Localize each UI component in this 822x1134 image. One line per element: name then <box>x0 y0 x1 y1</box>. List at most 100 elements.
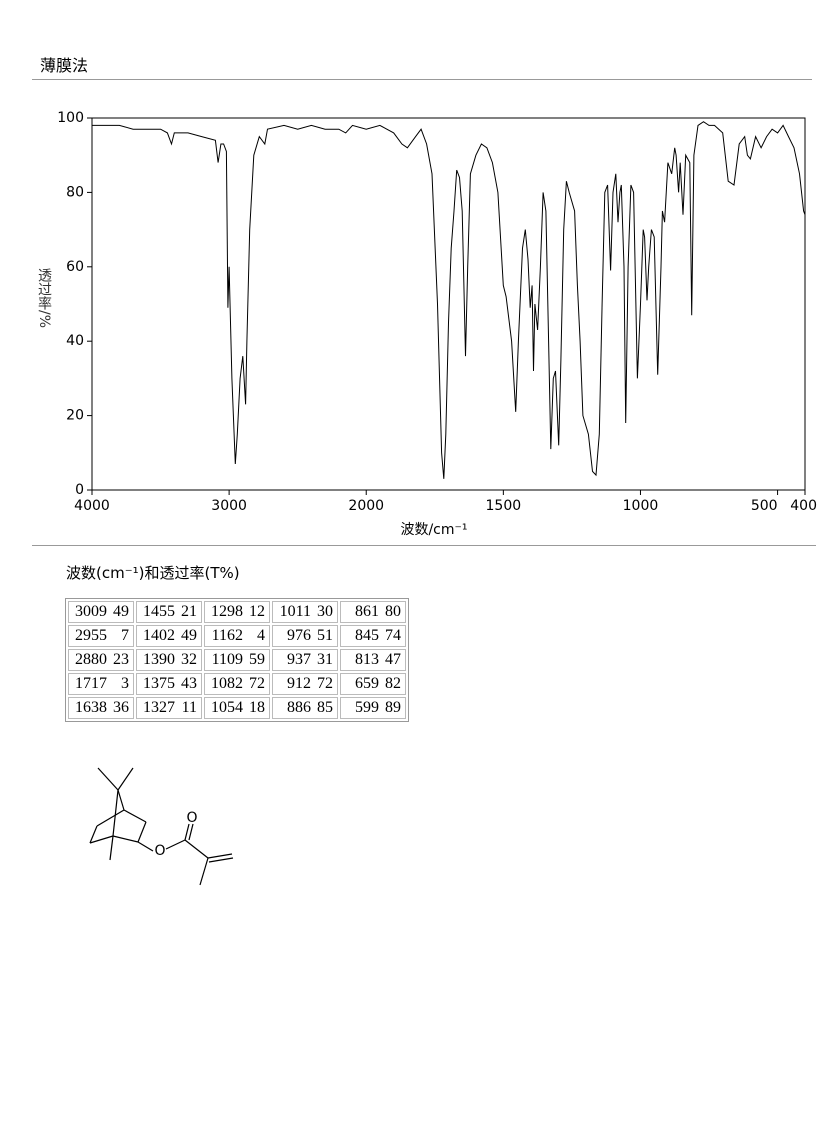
table-row: 2880 23 1390 32 1109 59 937 31 813 47 <box>68 649 406 671</box>
wavenumber: 1402 <box>143 627 175 644</box>
transmittance: 47 <box>385 651 401 668</box>
wavenumber: 1638 <box>75 699 107 716</box>
transmittance: 11 <box>181 699 197 716</box>
wavenumber: 886 <box>287 699 311 716</box>
transmittance: 49 <box>181 627 197 644</box>
structure: O O <box>89 767 234 886</box>
table-caption: 波数(cm⁻¹)和透过率(T%) <box>66 564 240 582</box>
table-cell: 1717 3 <box>68 673 134 695</box>
table-cell: 937 31 <box>272 649 338 671</box>
wavenumber: 1054 <box>211 699 243 716</box>
y-tick-label: 20 <box>66 408 84 424</box>
transmittance: 51 <box>317 627 333 644</box>
wavenumber: 599 <box>355 699 379 716</box>
table-cell: 1082 72 <box>204 673 270 695</box>
wavenumber: 861 <box>355 603 379 620</box>
y-tick-label: 100 <box>57 110 84 126</box>
table-cell: 1402 49 <box>136 625 202 647</box>
wavenumber: 1162 <box>211 627 243 644</box>
transmittance: 49 <box>113 603 129 620</box>
wavenumber: 2955 <box>75 627 107 644</box>
atom-label: O <box>154 843 165 859</box>
table-cell: 1638 36 <box>68 697 134 719</box>
wavenumber: 937 <box>287 651 311 668</box>
table-cell: 659 82 <box>340 673 406 695</box>
wavenumber: 1390 <box>143 651 175 668</box>
table-cell: 886 85 <box>272 697 338 719</box>
plot-frame <box>91 117 806 491</box>
x-axis-label: 波数/cm⁻¹ <box>400 522 467 538</box>
transmittance: 30 <box>317 603 333 620</box>
table-cell: 2880 23 <box>68 649 134 671</box>
table-row: 2955 7 1402 49 1162 4 976 51 845 74 <box>68 625 406 647</box>
table-cell: 845 74 <box>340 625 406 647</box>
transmittance: 43 <box>181 675 197 692</box>
table-cell: 1298 12 <box>204 601 270 623</box>
x-tick-label: 2000 <box>348 498 384 514</box>
transmittance: 21 <box>181 603 197 620</box>
transmittance: 89 <box>385 699 401 716</box>
wavenumber: 1375 <box>143 675 175 692</box>
transmittance: 80 <box>385 603 401 620</box>
table-cell: 1162 4 <box>204 625 270 647</box>
rule <box>32 79 812 80</box>
transmittance: 85 <box>317 699 333 716</box>
transmittance: 72 <box>249 675 265 692</box>
table-cell: 912 72 <box>272 673 338 695</box>
table-cell: 3009 49 <box>68 601 134 623</box>
wavenumber: 1082 <box>211 675 243 692</box>
table-cell: 1390 32 <box>136 649 202 671</box>
table-cell: 1455 21 <box>136 601 202 623</box>
transmittance: 3 <box>121 675 129 692</box>
x-tick-label: 500 <box>751 498 778 514</box>
wavenumber: 1717 <box>75 675 107 692</box>
wavenumber: 3009 <box>75 603 107 620</box>
wavenumber: 1327 <box>143 699 175 716</box>
table-row: 1717 3 1375 43 1082 72 912 72 659 82 <box>68 673 406 695</box>
y-tick-label: 0 <box>75 482 84 498</box>
chart: 波数/cm⁻¹ 0 20 40 60 80 100 4000 3000 2000 1500 1000… <box>57 110 817 538</box>
peak-table: 3009 49 1455 21 1298 12 1011 30 861 80 2955 7 1402 49… <box>65 598 409 722</box>
spectrum-line <box>92 121 806 479</box>
table-cell: 1011 30 <box>272 601 338 623</box>
wavenumber: 1298 <box>211 603 243 620</box>
wavenumber: 659 <box>355 675 379 692</box>
rule <box>32 545 816 546</box>
wavenumber: 813 <box>355 651 379 668</box>
transmittance: 74 <box>385 627 401 644</box>
transmittance: 23 <box>113 651 129 668</box>
table-cell: 1054 18 <box>204 697 270 719</box>
transmittance: 82 <box>385 675 401 692</box>
table-cell: 813 47 <box>340 649 406 671</box>
x-tick-label: 3000 <box>211 498 247 514</box>
transmittance: 7 <box>121 627 129 644</box>
x-tick-label: 400 <box>790 498 817 514</box>
transmittance: 12 <box>249 603 265 620</box>
table-cell: 599 89 <box>340 697 406 719</box>
table-row: 1638 36 1327 11 1054 18 886 85 599 89 <box>68 697 406 719</box>
table-cell: 1375 43 <box>136 673 202 695</box>
wavenumber: 912 <box>287 675 311 692</box>
table-cell: 976 51 <box>272 625 338 647</box>
x-tick-label: 1000 <box>623 498 659 514</box>
table-cell: 2955 7 <box>68 625 134 647</box>
transmittance: 36 <box>113 699 129 716</box>
transmittance: 72 <box>317 675 333 692</box>
transmittance: 59 <box>249 651 265 668</box>
wavenumber: 2880 <box>75 651 107 668</box>
x-tick-label: 4000 <box>74 498 110 514</box>
table-row: 3009 49 1455 21 1298 12 1011 30 861 80 <box>68 601 406 623</box>
y-tick-label: 40 <box>66 333 84 349</box>
x-tick-label: 1500 <box>486 498 522 514</box>
y-tick-label: 80 <box>66 184 84 200</box>
y-axis-label: 透过率/% <box>36 268 52 329</box>
transmittance: 18 <box>249 699 265 716</box>
table-cell: 1327 11 <box>136 697 202 719</box>
table-cell: 861 80 <box>340 601 406 623</box>
table-cell: 1109 59 <box>204 649 270 671</box>
y-tick-label: 60 <box>66 259 84 275</box>
wavenumber: 976 <box>287 627 311 644</box>
transmittance: 4 <box>257 627 265 644</box>
wavenumber: 1455 <box>143 603 175 620</box>
